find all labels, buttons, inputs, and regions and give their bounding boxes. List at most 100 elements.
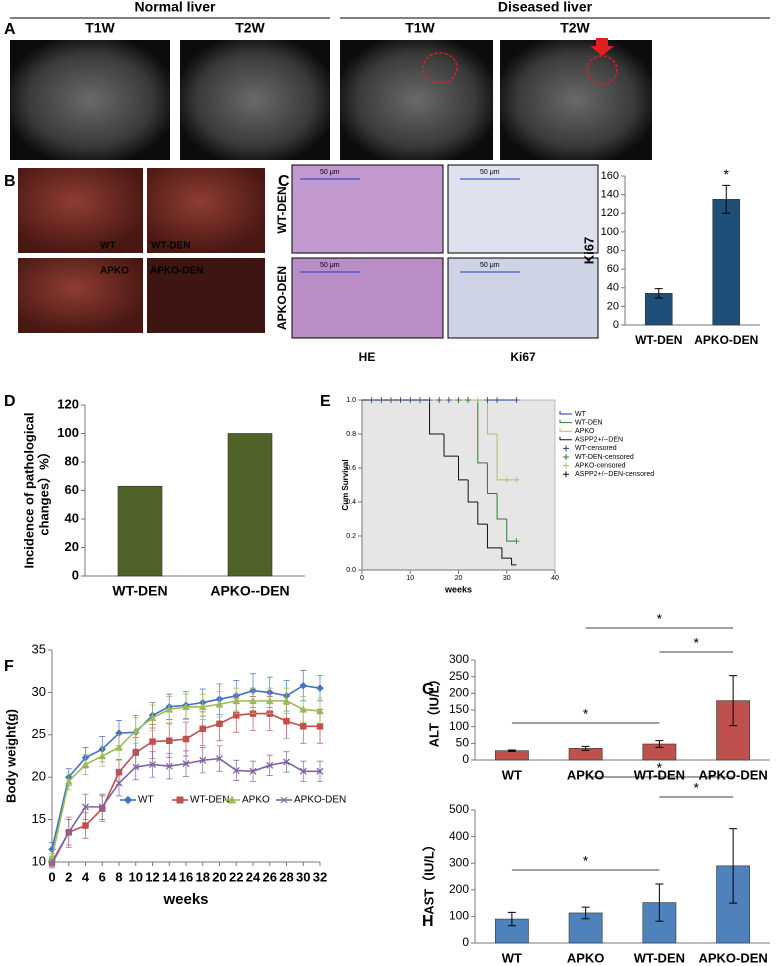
marker	[199, 725, 206, 733]
y-axis-label: Body weight(g)	[3, 709, 18, 803]
marker	[149, 761, 156, 768]
marker	[149, 738, 156, 745]
liver-photo	[18, 168, 143, 253]
x-tick-label: APKO	[567, 950, 605, 965]
marker	[215, 700, 224, 708]
marker	[316, 707, 324, 715]
panel-label: B	[4, 173, 16, 190]
survival-step	[501, 547, 512, 559]
x-tick-label: 20	[455, 575, 463, 582]
liver-photo	[147, 258, 265, 333]
survival-step	[477, 400, 488, 464]
scale-label: 50 μm	[480, 169, 500, 176]
y-tick-label: 0	[72, 567, 79, 582]
y-tick-label: 250	[449, 669, 469, 683]
marker	[249, 767, 257, 775]
y-axis-label: Cum Survival	[341, 459, 350, 510]
marker	[132, 763, 140, 771]
censor-mark	[494, 397, 501, 403]
marker	[249, 696, 257, 705]
legend-marker	[176, 796, 184, 804]
x-tick-label: 32	[313, 869, 327, 884]
marker	[81, 760, 90, 768]
legend-label: APKO-censored	[575, 462, 626, 469]
mri-image	[340, 40, 493, 160]
censor-mark	[436, 397, 443, 403]
y-tick-label: 40	[65, 510, 79, 525]
x-tick-label: 22	[229, 869, 243, 884]
marker	[282, 696, 291, 705]
scale-label: 50 μm	[320, 262, 340, 269]
error-bar	[581, 745, 590, 751]
censor-mark	[513, 538, 520, 545]
legend-marker	[563, 462, 569, 469]
y-tick-label: 20	[32, 769, 46, 784]
censor-mark	[465, 397, 472, 403]
marker	[82, 822, 89, 829]
survival-step	[506, 519, 517, 542]
comparison-label: *	[657, 611, 663, 627]
marker	[165, 762, 173, 770]
marker	[182, 702, 190, 711]
survival-step	[486, 400, 498, 435]
survival-step	[486, 524, 502, 549]
y-tick-label: 40	[607, 282, 619, 294]
column-label: T1W	[405, 20, 435, 36]
censor-mark	[484, 397, 491, 403]
marker	[300, 723, 307, 730]
x-tick-label: 16	[179, 869, 193, 884]
bar	[117, 485, 163, 577]
header: Normal liver	[135, 0, 216, 15]
legend-label: WT-censored	[575, 445, 617, 452]
y-tick-label: 150	[449, 702, 469, 716]
legend-label: WT-DEN	[575, 419, 603, 426]
photo-label: WT	[100, 241, 116, 252]
x-tick-label: 10	[129, 869, 143, 884]
error-bar	[507, 749, 516, 752]
censor-mark	[455, 397, 462, 403]
y-tick-label: 100	[601, 226, 619, 238]
x-tick-label: APKO-DEN	[698, 767, 767, 782]
marker	[98, 803, 106, 811]
panel-label: F	[4, 658, 14, 675]
marker	[316, 767, 324, 775]
y-tick-label: 0.0	[346, 567, 356, 574]
bar	[494, 750, 529, 761]
y-tick-label: 200	[449, 882, 469, 896]
ki67-image	[447, 164, 599, 254]
x-tick-label: 12	[145, 869, 159, 884]
column-label: T2W	[560, 20, 590, 36]
mri-image	[10, 40, 170, 160]
error-bar	[722, 184, 731, 214]
marker	[198, 702, 207, 711]
y-tick-label: 100	[449, 909, 469, 923]
legend-label: APKO	[242, 795, 270, 806]
legend-marker	[563, 445, 569, 452]
comparison-label: *	[583, 706, 589, 722]
comparison-label: *	[694, 635, 700, 651]
survival-step	[496, 434, 517, 481]
x-tick-label: APKO-DEN	[694, 333, 758, 347]
column-label: T2W	[235, 20, 265, 36]
error-bar	[729, 675, 738, 727]
y-tick-label: 160	[601, 170, 619, 182]
y-tick-label: 0.8	[346, 431, 356, 438]
y-tick-label: 35	[32, 641, 46, 656]
legend-label: APKO-DEN	[294, 795, 346, 806]
y-tick-label: 15	[32, 811, 46, 826]
marker	[266, 761, 274, 769]
legend-label: APKO	[575, 428, 595, 435]
legend-label: WT-DEN	[190, 795, 229, 806]
comparison-label: *	[657, 760, 663, 776]
x-tick-label: 24	[246, 869, 261, 884]
marker	[232, 766, 240, 774]
survival-step	[486, 462, 498, 494]
error-bar	[655, 883, 664, 922]
panel-label: D	[4, 393, 16, 410]
row-label: APKO-DEN	[275, 266, 289, 330]
marker	[199, 756, 207, 764]
marker	[299, 767, 307, 775]
y-tick-label: 300	[449, 855, 469, 869]
censor-mark	[397, 397, 404, 403]
marker	[283, 758, 290, 766]
